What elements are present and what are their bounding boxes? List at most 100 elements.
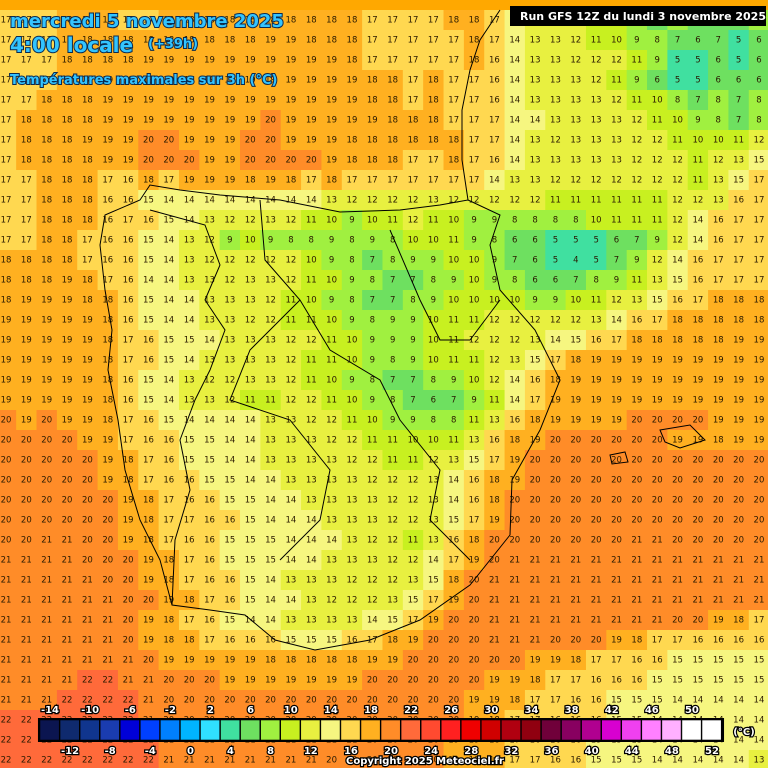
cell bbox=[382, 450, 404, 471]
cell-value: 11 bbox=[306, 276, 317, 286]
cell-value: 18 bbox=[367, 156, 378, 166]
cell bbox=[158, 110, 180, 131]
cell-value: 21 bbox=[62, 536, 73, 546]
cell bbox=[341, 210, 363, 231]
cell-value: 9 bbox=[410, 256, 415, 266]
cell-value: 20 bbox=[469, 596, 480, 606]
cell-value: 9 bbox=[390, 336, 395, 346]
cell-value: 20 bbox=[163, 696, 174, 706]
copyright: Copyright 2025 Meteociel.fr bbox=[346, 756, 504, 767]
cell bbox=[647, 130, 668, 151]
cell-value: 22 bbox=[1, 716, 12, 726]
cell-value: 13 bbox=[611, 136, 622, 146]
cell-value: 17 bbox=[123, 436, 134, 446]
cell-value: 21 bbox=[611, 596, 622, 606]
cell-value: 16 bbox=[123, 296, 134, 306]
cell bbox=[708, 170, 729, 191]
cell bbox=[260, 150, 282, 171]
cell bbox=[545, 350, 567, 371]
cell-value: 21 bbox=[509, 596, 520, 606]
cell-value: 18 bbox=[469, 536, 480, 546]
cell-value: 19 bbox=[21, 356, 32, 366]
cell-value: 20 bbox=[448, 636, 459, 646]
colorbar-swatch bbox=[460, 719, 481, 741]
cell-value: 10 bbox=[591, 216, 602, 226]
cell bbox=[158, 10, 180, 31]
cell-value: 17 bbox=[21, 96, 32, 106]
cell-value: 19 bbox=[82, 396, 93, 406]
cell-value: 6 bbox=[654, 76, 659, 86]
cell bbox=[626, 250, 648, 271]
cell bbox=[484, 410, 506, 431]
cell-value: 18 bbox=[408, 136, 419, 146]
cell bbox=[463, 330, 485, 351]
cell-value: 13 bbox=[245, 376, 256, 386]
cell-value: 20 bbox=[570, 636, 581, 646]
cell-value: 20 bbox=[550, 436, 561, 446]
cell bbox=[545, 370, 567, 391]
cell-value: 15 bbox=[143, 196, 154, 206]
cell-value: 20 bbox=[143, 656, 154, 666]
cell bbox=[219, 170, 241, 191]
cell bbox=[280, 10, 302, 31]
cell-value: 16 bbox=[570, 696, 581, 706]
cell-value: 19 bbox=[631, 356, 642, 366]
cell bbox=[382, 130, 404, 151]
cell-value: 14 bbox=[163, 396, 174, 406]
cell bbox=[138, 130, 160, 151]
cell-value: 19 bbox=[102, 476, 113, 486]
cell bbox=[647, 210, 668, 231]
cell-value: 13 bbox=[448, 456, 459, 466]
cell-value: 8 bbox=[451, 416, 456, 426]
cell-value: 7 bbox=[370, 256, 375, 266]
cell-value: 18 bbox=[62, 236, 73, 246]
cell-value: 5 bbox=[553, 256, 558, 266]
cell bbox=[56, 270, 78, 291]
cell bbox=[158, 330, 180, 351]
cell-value: 22 bbox=[21, 736, 32, 746]
cell bbox=[524, 330, 546, 351]
cell-value: 19 bbox=[204, 156, 215, 166]
cell-value: 19 bbox=[733, 416, 744, 426]
cell-value: 20 bbox=[143, 156, 154, 166]
cell-value: 18 bbox=[469, 36, 480, 46]
cell bbox=[484, 50, 506, 71]
cell-value: 21 bbox=[1, 656, 12, 666]
cell-value: 20 bbox=[591, 476, 602, 486]
cell bbox=[301, 330, 322, 351]
cell-value: 14 bbox=[652, 756, 663, 766]
cell bbox=[423, 30, 445, 51]
cell bbox=[382, 310, 404, 331]
cell-value: 20 bbox=[692, 536, 703, 546]
cell-value: 12 bbox=[672, 196, 683, 206]
cell bbox=[341, 110, 363, 131]
cell-value: 20 bbox=[123, 596, 134, 606]
colorbar-swatch bbox=[139, 719, 160, 741]
cell-value: 22 bbox=[1, 756, 12, 766]
cell bbox=[280, 390, 302, 411]
cell-value: 9 bbox=[349, 276, 354, 286]
cell bbox=[0, 230, 17, 251]
cell-value: 13 bbox=[224, 356, 235, 366]
cell bbox=[97, 450, 119, 471]
cell-value: 19 bbox=[21, 316, 32, 326]
cell-value: 20 bbox=[21, 476, 32, 486]
cell-value: 10 bbox=[692, 136, 703, 146]
cell-value: 18 bbox=[306, 36, 317, 46]
cell bbox=[423, 10, 445, 31]
cell bbox=[504, 270, 526, 291]
cell bbox=[158, 270, 180, 291]
cell bbox=[36, 230, 58, 251]
cell-value: 7 bbox=[614, 256, 619, 266]
cell bbox=[565, 290, 587, 311]
cell-value: 10 bbox=[509, 296, 520, 306]
cell bbox=[0, 270, 17, 291]
cell-value: 21 bbox=[591, 616, 602, 626]
cell bbox=[0, 110, 17, 131]
cell bbox=[138, 90, 160, 111]
cell-value: 20 bbox=[1, 516, 12, 526]
cell-value: 9 bbox=[431, 296, 436, 306]
cell bbox=[16, 70, 38, 91]
cell-value: 20 bbox=[692, 516, 703, 526]
cell-value: 19 bbox=[285, 76, 296, 86]
